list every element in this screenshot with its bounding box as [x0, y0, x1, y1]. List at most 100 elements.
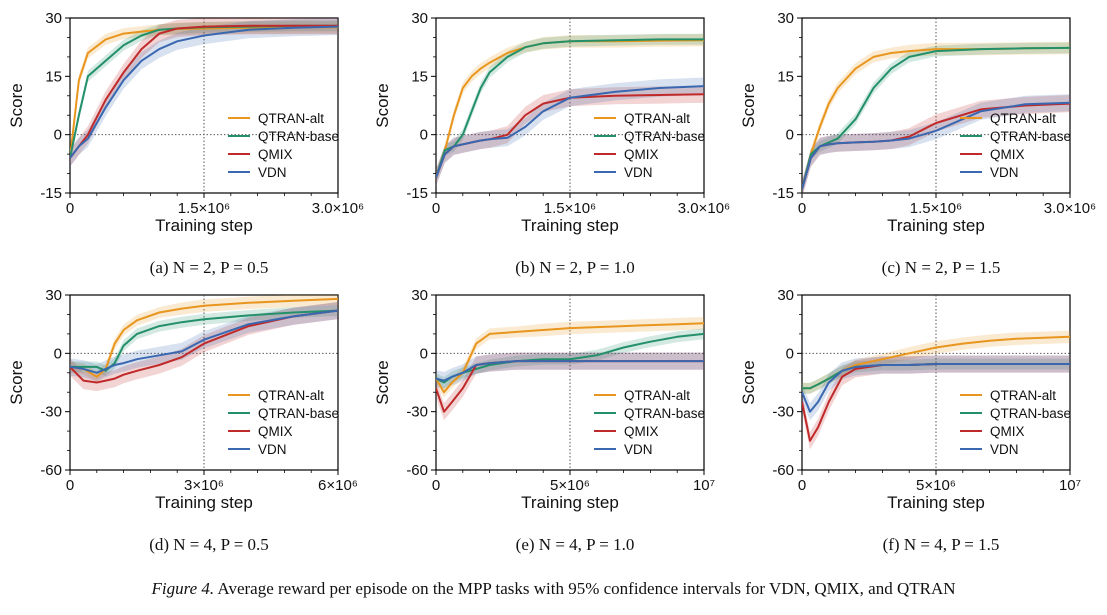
x-tick-label: 5×10⁶: [916, 477, 956, 494]
legend-label: QTRAN-base: [624, 129, 705, 144]
plot-area: [70, 295, 338, 392]
legend-label: QTRAN-alt: [258, 388, 324, 403]
panel-subcaption: (d) N = 4, P = 0.5: [149, 535, 269, 554]
x-axis-title: Training step: [887, 493, 985, 512]
x-tick-label: 6×10⁶: [318, 477, 358, 494]
x-tick-label: 0: [432, 477, 440, 494]
legend-label: VDN: [624, 165, 653, 180]
x-tick-label: 1.5×10⁶: [910, 200, 962, 217]
y-tick-label: 30: [411, 287, 428, 304]
y-tick-label: -30: [406, 404, 428, 421]
y-tick-label: 30: [411, 10, 428, 27]
series-confidence-band: [70, 295, 338, 383]
y-tick-label: 0: [54, 127, 62, 144]
legend-label: VDN: [624, 442, 653, 457]
legend-label: QMIX: [624, 424, 659, 439]
x-axis-title: Training step: [155, 493, 253, 512]
chart-panel-4: -60 -30 0 30 0 3×10⁶ 6×10⁶ Training step Score (d…: [7, 287, 358, 554]
x-tick-label: 1.5×10⁶: [178, 200, 230, 217]
y-axis-title: Score: [7, 83, 26, 127]
legend-label: QTRAN-base: [258, 406, 339, 421]
x-tick-label: 10⁷: [693, 477, 715, 494]
x-tick-label: 0: [66, 200, 74, 217]
legend-label: VDN: [258, 442, 287, 457]
x-tick-label: 3.0×10⁶: [678, 200, 730, 217]
legend-label: QTRAN-alt: [624, 388, 690, 403]
y-tick-label: 0: [786, 127, 794, 144]
y-tick-label: 15: [411, 68, 428, 85]
series-line-qmix: [70, 24, 338, 159]
y-tick-label: 0: [420, 345, 428, 362]
x-tick-label: 0: [798, 477, 806, 494]
series-line-qtran-base: [70, 309, 338, 372]
y-axis-title: Score: [739, 360, 758, 404]
x-axis-title: Training step: [521, 493, 619, 512]
legend-label: QTRAN-alt: [990, 111, 1056, 126]
series-line-vdn: [436, 85, 704, 178]
panel-subcaption: (a) N = 2, P = 0.5: [150, 258, 269, 277]
panel-subcaption: (f) N = 4, P = 1.5: [883, 535, 1000, 554]
series-confidence-band: [436, 352, 704, 421]
chart-panel-6: -60 -30 0 30 0 5×10⁶ 10⁷ Training step Score (f) …: [739, 287, 1081, 554]
series-line-vdn: [802, 363, 1070, 413]
y-tick-label: -15: [772, 185, 794, 202]
y-tick-label: 30: [45, 287, 62, 304]
x-tick-label: 0: [66, 477, 74, 494]
x-tick-label: 5×10⁶: [550, 477, 590, 494]
y-tick-label: 30: [777, 287, 794, 304]
x-tick-label: 3.0×10⁶: [312, 200, 364, 217]
y-tick-label: 0: [420, 127, 428, 144]
y-tick-label: 0: [786, 345, 794, 362]
legend-label: QTRAN-base: [990, 406, 1071, 421]
plot-area: [802, 41, 1070, 193]
series-line-qtran-alt: [70, 297, 338, 378]
y-tick-label: -60: [40, 462, 62, 479]
legend-label: QMIX: [258, 424, 293, 439]
y-tick-label: -30: [40, 404, 62, 421]
y-axis-title: Score: [7, 360, 26, 404]
y-tick-label: 15: [777, 68, 794, 85]
y-tick-label: 0: [54, 345, 62, 362]
legend-label: QMIX: [624, 147, 659, 162]
x-axis-title: Training step: [887, 216, 985, 235]
series-line-vdn: [436, 360, 704, 382]
figure-caption: Figure 4. Average reward per episode on …: [0, 579, 1107, 599]
series-confidence-band: [436, 85, 704, 186]
legend-label: QMIX: [258, 147, 293, 162]
panel-subcaption: (c) N = 2, P = 1.5: [882, 258, 1001, 277]
y-tick-label: -60: [772, 462, 794, 479]
x-tick-label: 3×10⁶: [184, 477, 224, 494]
plot-area: [802, 330, 1070, 450]
y-tick-label: 30: [45, 10, 62, 27]
y-axis-title: Score: [373, 360, 392, 404]
series-confidence-band: [436, 77, 704, 186]
y-tick-label: -15: [40, 185, 62, 202]
y-tick-label: -60: [406, 462, 428, 479]
y-tick-label: -15: [406, 185, 428, 202]
legend-label: QTRAN-alt: [624, 111, 690, 126]
series-confidence-band: [70, 18, 338, 167]
series-confidence-band: [436, 317, 704, 398]
plot-area: [70, 18, 338, 167]
series-confidence-band: [436, 33, 704, 183]
legend-label: QTRAN-base: [624, 406, 705, 421]
legend-label: QTRAN-base: [258, 129, 339, 144]
legend-label: QTRAN-base: [990, 129, 1071, 144]
y-tick-label: 15: [45, 68, 62, 85]
legend-label: QMIX: [990, 424, 1025, 439]
series-line-vdn: [70, 309, 338, 374]
y-tick-label: -30: [772, 404, 794, 421]
x-tick-label: 3.0×10⁶: [1044, 200, 1096, 217]
legend-label: VDN: [990, 442, 1019, 457]
series-line-qmix: [70, 309, 338, 384]
plot-area: [436, 33, 704, 186]
series-confidence-band: [436, 33, 704, 183]
figure-caption-label: Figure 4.: [151, 579, 215, 598]
x-axis-title: Training step: [521, 216, 619, 235]
figure-caption-text: Average reward per episode on the MPP ta…: [214, 579, 956, 598]
legend-label: QTRAN-alt: [990, 388, 1056, 403]
chart-panel-5: -60 -30 0 30 0 5×10⁶ 10⁷ Training step Score (e) …: [373, 287, 715, 554]
